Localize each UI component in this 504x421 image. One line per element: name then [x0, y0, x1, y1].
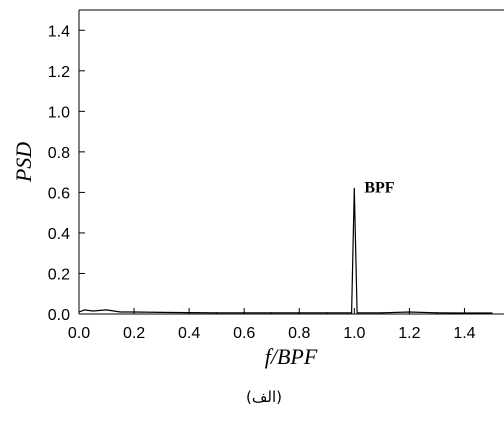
y-tick-group: 0.0 0.2 0.4 0.6 0.8 1.0 1.2 1.4	[48, 23, 85, 324]
y-tick-label: 1.0	[48, 104, 70, 121]
y-tick-label: 0.6	[48, 185, 70, 202]
y-tick-label: 1.4	[48, 23, 70, 40]
x-tick-label: 0.8	[288, 325, 310, 342]
psd-data-point	[161, 311, 163, 313]
psd-data-point	[133, 311, 135, 313]
psd-data-point	[356, 312, 358, 314]
psd-data-point	[271, 312, 273, 314]
y-tick-label: 0.2	[48, 266, 70, 283]
x-tick-group: 0.0 0.2 0.4 0.6 0.8 1.0 1.2 1.4	[68, 308, 476, 342]
psd-data-point	[83, 309, 86, 311]
psd-data-point	[463, 312, 466, 314]
y-tick-label: 0.4	[48, 226, 70, 243]
psd-data-point	[381, 312, 383, 314]
x-tick-label: 0.6	[233, 325, 255, 342]
annotation-group: BPF	[364, 179, 394, 196]
psd-data-point	[436, 312, 438, 314]
x-tick-label: 1.0	[343, 325, 365, 342]
figure-caption: (الف)	[246, 388, 282, 406]
plot-area	[79, 10, 504, 314]
series-group	[78, 187, 493, 314]
y-axis-title: PSD	[11, 142, 36, 183]
psd-data-point	[243, 312, 245, 314]
psd-data-point	[78, 311, 80, 313]
y-tick-label: 0.0	[48, 307, 70, 324]
psd-data-point	[105, 309, 108, 311]
bpf-annotation: BPF	[364, 179, 394, 196]
psd-data-point	[216, 312, 218, 314]
psd-data-point	[353, 187, 355, 189]
psd-data-point	[326, 312, 328, 314]
psd-data-point	[188, 311, 190, 314]
x-tick-label: 0.0	[68, 325, 90, 342]
psd-data-point	[350, 312, 353, 314]
y-tick-label: 0.8	[48, 145, 70, 162]
psd-data-point	[298, 312, 300, 314]
x-tick-label: 0.2	[123, 325, 145, 342]
psd-data-point	[408, 311, 410, 313]
x-tick-label: 1.4	[453, 325, 475, 342]
x-tick-label: 0.4	[178, 325, 200, 342]
psd-data-point	[92, 310, 94, 312]
x-tick-label: 1.2	[398, 325, 420, 342]
y-tick-label: 1.2	[48, 64, 70, 81]
plot-frame-fill	[79, 10, 504, 314]
psd-data-point	[119, 311, 121, 313]
x-axis-title: f/BPF	[265, 344, 318, 369]
psd-data-point	[491, 312, 493, 314]
